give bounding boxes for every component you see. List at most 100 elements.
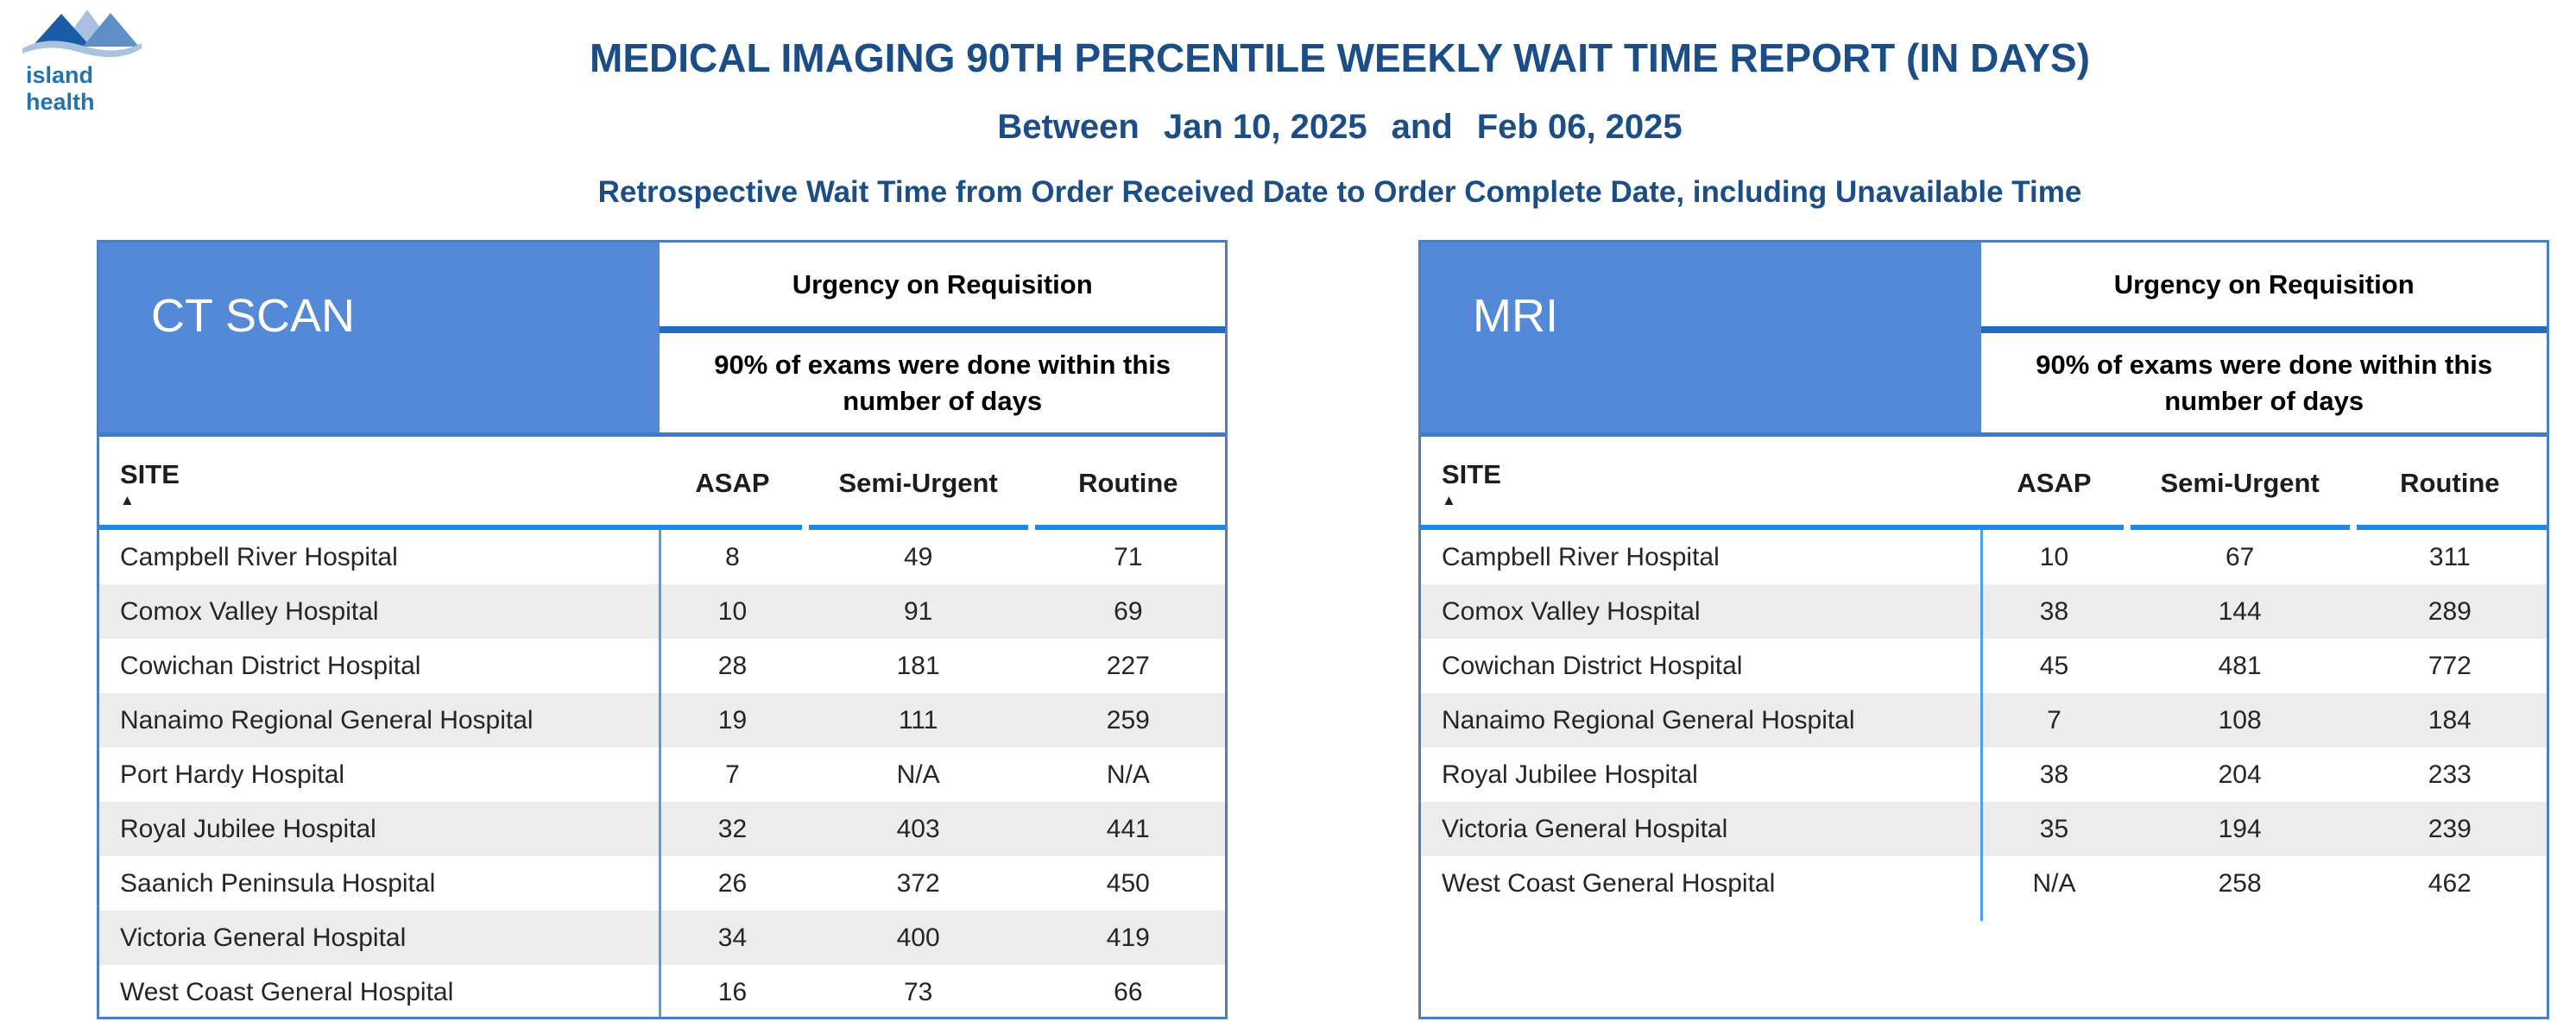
column-header-semi-urgent[interactable]: Semi-Urgent: [838, 468, 998, 498]
column-divider-line: [1980, 530, 1984, 921]
header-underline-gap: [2349, 525, 2357, 530]
ct-table-rows: Campbell River Hospital 8 49 71 Comox Valley…: [99, 530, 1225, 1017]
ninety-percent-note: 90% of exams were done within this numbe…: [660, 333, 1225, 432]
semi-urgent-cell: N/A: [896, 760, 940, 789]
table-row[interactable]: Cowichan District Hospital 45 481 772: [1421, 639, 2547, 693]
column-header-asap[interactable]: ASAP: [695, 468, 770, 498]
site-cell: Royal Jubilee Hospital: [1442, 760, 1698, 789]
column-header-routine[interactable]: Routine: [2400, 468, 2500, 498]
island-health-logo: island health: [17, 5, 164, 116]
routine-cell: 239: [2428, 814, 2472, 843]
semi-urgent-cell: 372: [896, 868, 940, 898]
table-row[interactable]: Victoria General Hospital 34 400 419: [99, 911, 1225, 965]
asap-cell: 10: [2039, 542, 2069, 571]
site-column-label: SITE: [120, 459, 180, 489]
urgency-on-requisition-label: Urgency on Requisition: [1981, 243, 2547, 333]
table-row[interactable]: Port Hardy Hospital 7 N/A N/A: [99, 747, 1225, 802]
site-cell: Royal Jubilee Hospital: [120, 814, 376, 843]
urgency-header-block: Urgency on Requisition 90% of exams were…: [1981, 243, 2547, 432]
end-date: Feb 06, 2025: [1476, 108, 1683, 146]
column-header-site[interactable]: SITE ▲: [1421, 459, 1981, 508]
table-row[interactable]: Nanaimo Regional General Hospital 7 108 184: [1421, 693, 2547, 747]
semi-urgent-cell: 73: [903, 977, 933, 1006]
column-header-semi-urgent[interactable]: Semi-Urgent: [2160, 468, 2320, 498]
semi-urgent-cell: 91: [903, 596, 933, 626]
urgency-on-requisition-label: Urgency on Requisition: [660, 243, 1225, 333]
header-underline-gap: [801, 525, 809, 530]
routine-cell: 441: [1106, 814, 1150, 843]
site-cell: West Coast General Hospital: [120, 977, 454, 1006]
and-label: and: [1391, 108, 1453, 146]
site-cell: Victoria General Hospital: [1442, 814, 1728, 843]
semi-urgent-cell: 144: [2218, 596, 2262, 626]
routine-cell: 419: [1106, 923, 1150, 952]
mri-table-rows: Campbell River Hospital 10 67 311 Comox Vall…: [1421, 530, 2547, 1017]
island-health-mountains-icon: [22, 9, 142, 58]
table-row[interactable]: Campbell River Hospital 8 49 71: [99, 530, 1225, 584]
routine-cell: 289: [2428, 596, 2472, 626]
table-row[interactable]: Campbell River Hospital 10 67 311: [1421, 530, 2547, 584]
asap-cell: 7: [725, 760, 740, 789]
routine-cell: 772: [2428, 651, 2472, 680]
site-column-label: SITE: [1442, 459, 1501, 489]
routine-cell: 311: [2428, 542, 2471, 571]
semi-urgent-cell: 204: [2218, 760, 2262, 789]
semi-urgent-cell: 108: [2218, 705, 2262, 735]
table-row[interactable]: Comox Valley Hospital 10 91 69: [99, 584, 1225, 639]
ninety-percent-note-text: 90% of exams were done within this numbe…: [2036, 349, 2493, 416]
routine-cell: 71: [1114, 542, 1143, 571]
asap-cell: 26: [717, 868, 748, 898]
semi-urgent-cell: 258: [2218, 868, 2262, 898]
site-cell: Campbell River Hospital: [1442, 542, 1720, 571]
mri-table-header: MRI Urgency on Requisition 90% of exams …: [1421, 243, 2547, 437]
ct-scan-table: CT SCAN Urgency on Requisition 90% of ex…: [97, 240, 1228, 1019]
semi-urgent-cell: 181: [896, 651, 940, 680]
between-label: Between: [997, 108, 1140, 146]
site-cell: West Coast General Hospital: [1442, 868, 1776, 898]
asap-cell: 38: [2039, 596, 2069, 626]
routine-cell: 69: [1114, 596, 1143, 626]
table-row[interactable]: Royal Jubilee Hospital 32 403 441: [99, 802, 1225, 856]
routine-cell: 227: [1106, 651, 1150, 680]
site-cell: Port Hardy Hospital: [120, 760, 345, 789]
table-row[interactable]: West Coast General Hospital N/A 258 462: [1421, 856, 2547, 911]
semi-urgent-cell: 194: [2218, 814, 2262, 843]
header-underline-gap: [2123, 525, 2131, 530]
column-header-asap[interactable]: ASAP: [2017, 468, 2092, 498]
asap-cell: 8: [725, 542, 740, 571]
asap-cell: 38: [2039, 760, 2069, 789]
semi-urgent-cell: 67: [2225, 542, 2255, 571]
asap-cell: 16: [717, 977, 748, 1006]
column-header-site[interactable]: SITE ▲: [99, 459, 660, 508]
semi-urgent-cell: 111: [898, 705, 938, 735]
asap-cell: 34: [717, 923, 748, 952]
table-row[interactable]: West Coast General Hospital 16 73 66: [99, 965, 1225, 1017]
routine-cell: 259: [1106, 705, 1150, 735]
table-row[interactable]: Royal Jubilee Hospital 38 204 233: [1421, 747, 2547, 802]
column-header-routine[interactable]: Routine: [1078, 468, 1178, 498]
table-row[interactable]: Nanaimo Regional General Hospital 19 111 25…: [99, 693, 1225, 747]
site-cell: Nanaimo Regional General Hospital: [1442, 705, 1855, 735]
sort-ascending-icon: ▲: [120, 492, 135, 508]
routine-cell: 233: [2428, 760, 2472, 789]
table-row[interactable]: Victoria General Hospital 35 194 239: [1421, 802, 2547, 856]
table-row[interactable]: Cowichan District Hospital 28 181 227: [99, 639, 1225, 693]
site-cell: Cowichan District Hospital: [120, 651, 421, 680]
table-row[interactable]: Comox Valley Hospital 38 144 289: [1421, 584, 2547, 639]
semi-urgent-cell: 49: [903, 542, 933, 571]
modality-label-mri: MRI: [1421, 243, 1982, 432]
urgency-header-block: Urgency on Requisition 90% of exams were…: [660, 243, 1225, 432]
site-cell: Comox Valley Hospital: [1442, 596, 1701, 626]
mri-column-headers: SITE ▲ ASAP Semi-Urgent Routine: [1421, 437, 2547, 530]
asap-cell: 10: [717, 596, 748, 626]
site-cell: Cowichan District Hospital: [1442, 651, 1743, 680]
routine-cell: 450: [1106, 868, 1150, 898]
routine-cell: 66: [1114, 977, 1143, 1006]
asap-cell: 45: [2039, 651, 2069, 680]
ninety-percent-note: 90% of exams were done within this numbe…: [1981, 333, 2547, 432]
routine-cell: 462: [2428, 868, 2472, 898]
sort-ascending-icon: ▲: [1442, 492, 1456, 508]
table-row[interactable]: Saanich Peninsula Hospital 26 372 450: [99, 856, 1225, 911]
start-date: Jan 10, 2025: [1163, 108, 1367, 146]
